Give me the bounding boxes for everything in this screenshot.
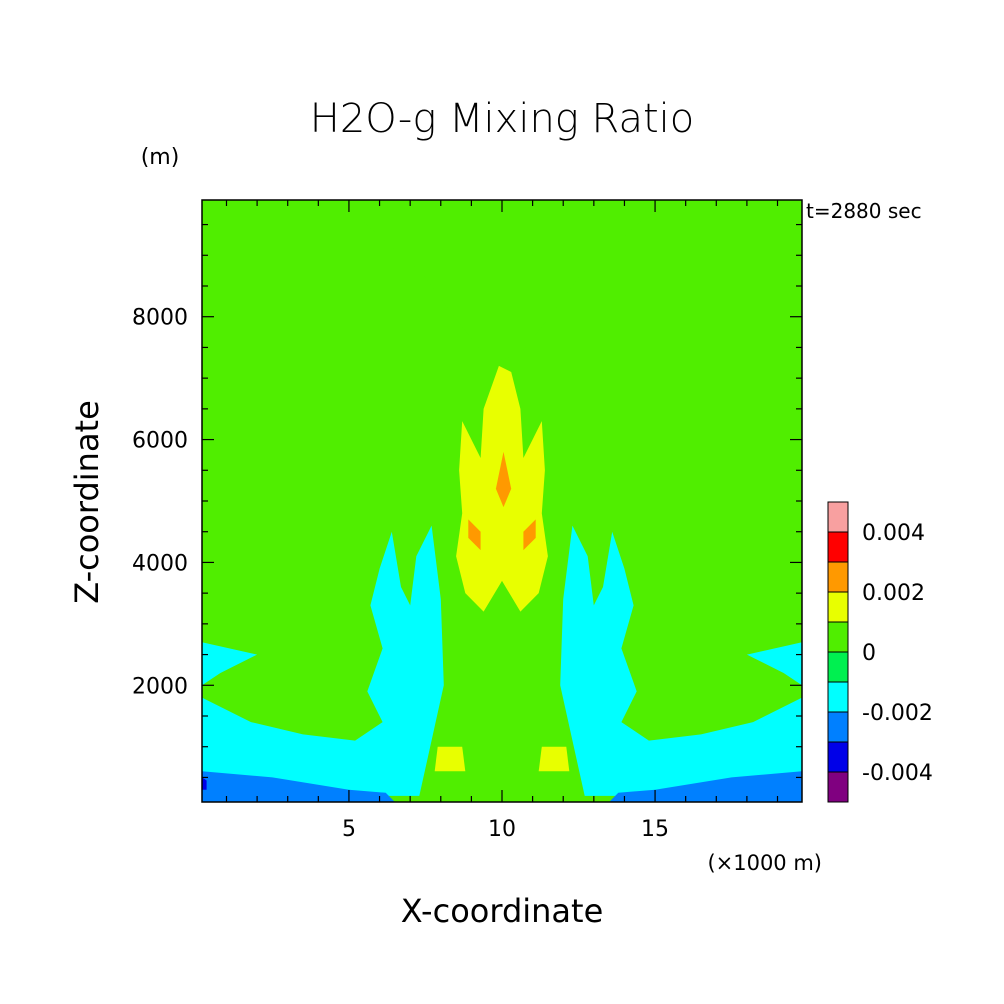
contour-region-11: [609, 771, 802, 802]
y-axis-label: Z-coordinate: [68, 400, 106, 604]
contour-region-7: [538, 746, 570, 772]
colorbar-swatch: [827, 711, 849, 743]
colorbar-swatch: [827, 681, 849, 713]
x-tick-label: 5: [342, 817, 356, 842]
y-unit-label: (m): [141, 145, 180, 170]
y-tick-label: 6000: [132, 429, 188, 454]
contour-region-12: [202, 777, 207, 790]
contour-region-6: [434, 746, 466, 772]
colorbar-swatch: [827, 501, 849, 533]
x-unit-label: (×1000 m): [707, 851, 822, 875]
y-tick-label: 8000: [132, 306, 188, 331]
contour-fill-layer: [202, 200, 802, 802]
contour-region-0: [339, 200, 665, 360]
colorbar-swatch: [827, 621, 849, 653]
colorbar-label: 0.004: [862, 521, 925, 546]
time-label: t=2880 sec: [806, 199, 922, 223]
colorbar-label: 0.002: [862, 581, 925, 606]
contour-region-5: [523, 519, 536, 551]
contour-region-10: [202, 771, 395, 802]
contour-region-8: [202, 525, 444, 796]
colorbar-swatch: [827, 561, 849, 593]
chart-title: H2O-g Mixing Ratio: [310, 96, 694, 142]
plot-frame-layer: 5 10 15 2000 4000 6000 8000: [132, 199, 803, 842]
colorbar-label: 0: [862, 641, 876, 666]
contour-region-3: [495, 451, 512, 508]
colorbar-swatch: [827, 591, 849, 623]
contour-region-9: [560, 525, 802, 796]
contour-region-4: [468, 519, 481, 551]
y-tick-label: 2000: [132, 674, 188, 699]
colorbar-label: -0.002: [862, 701, 933, 726]
colorbar-swatch: [827, 531, 849, 563]
y-tick-label: 4000: [132, 551, 188, 576]
colorbar-swatch: [827, 771, 849, 803]
x-tick-label: 15: [641, 817, 669, 842]
colorbar: -0.004 -0.002 0 0.002 0.004: [827, 501, 933, 803]
colorbar-swatch: [827, 741, 849, 773]
x-axis-label: X-coordinate: [401, 892, 604, 930]
colorbar-swatch: [827, 651, 849, 683]
x-tick-label: 10: [488, 817, 516, 842]
colorbar-label: -0.004: [862, 761, 933, 786]
contour-region-1: [413, 372, 591, 802]
